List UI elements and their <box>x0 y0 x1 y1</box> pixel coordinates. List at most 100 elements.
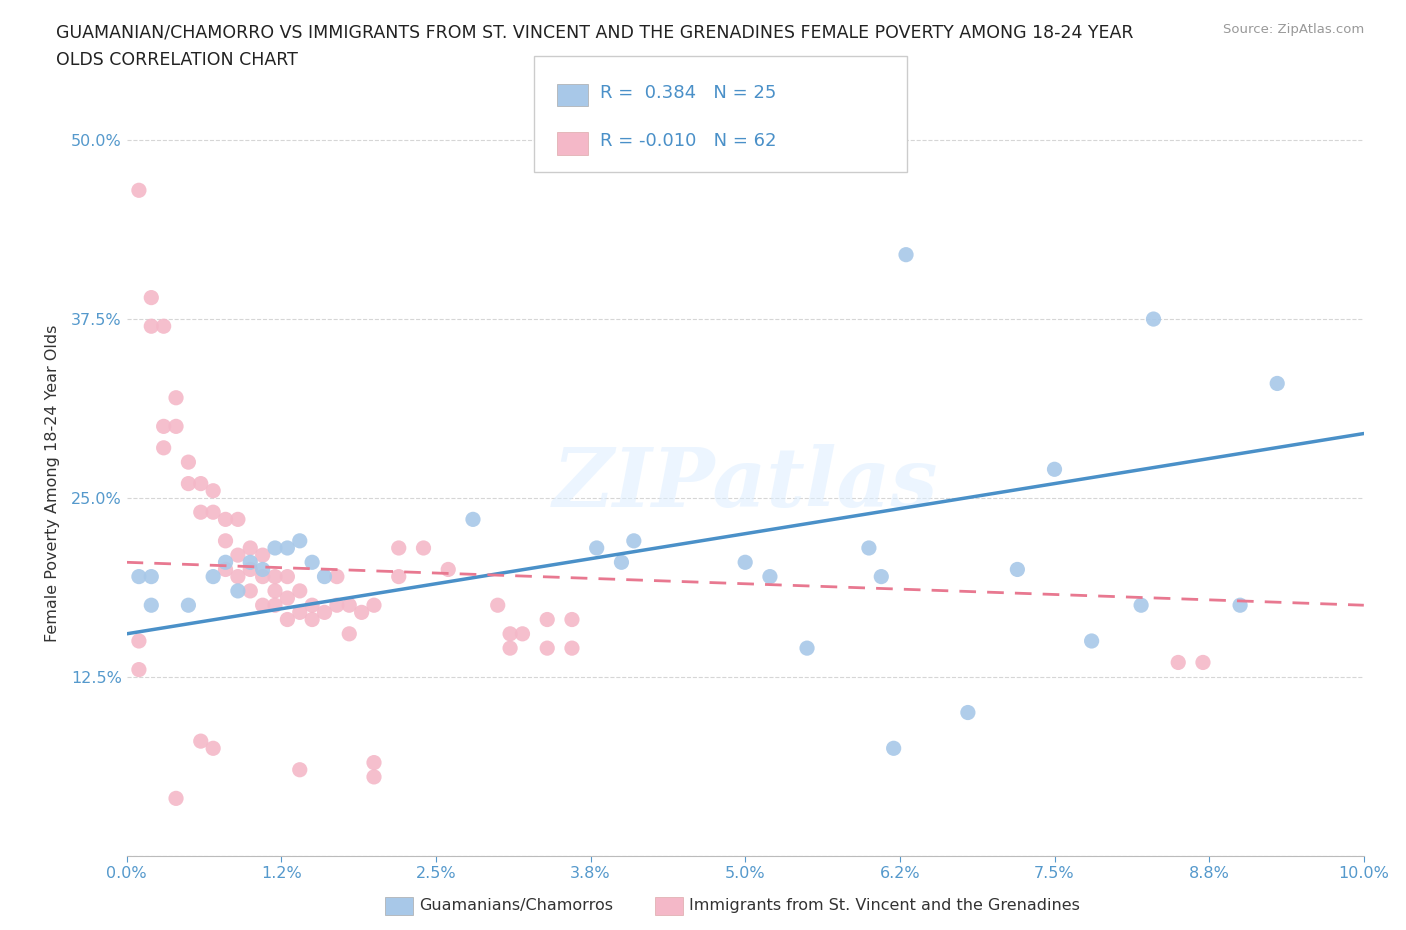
Point <box>190 476 212 491</box>
Y-axis label: Female Poverty Among 18-24 Year Olds: Female Poverty Among 18-24 Year Olds <box>45 325 59 643</box>
Point <box>128 183 150 198</box>
Point <box>226 583 249 598</box>
Text: Immigrants from St. Vincent and the Grenadines: Immigrants from St. Vincent and the Gren… <box>689 898 1080 913</box>
Point <box>1167 655 1189 670</box>
Point <box>252 569 274 584</box>
Point <box>252 598 274 613</box>
Point <box>883 741 905 756</box>
Point <box>536 612 558 627</box>
Point <box>314 569 336 584</box>
Point <box>326 598 349 613</box>
Point <box>1229 598 1251 613</box>
Point <box>314 604 336 619</box>
Point <box>437 562 460 577</box>
Point <box>128 662 150 677</box>
Point <box>350 604 373 619</box>
Point <box>128 569 150 584</box>
Point <box>128 633 150 648</box>
Point <box>214 512 236 526</box>
Point <box>141 319 163 334</box>
Point <box>894 247 917 262</box>
Point <box>152 441 174 456</box>
Point <box>1265 376 1288 391</box>
Point <box>585 540 607 555</box>
Text: Guamanians/Chamorros: Guamanians/Chamorros <box>419 898 613 913</box>
Point <box>202 505 225 520</box>
Point <box>165 790 187 805</box>
Point <box>1043 462 1066 477</box>
Point <box>214 534 236 549</box>
Point <box>1007 562 1029 577</box>
Text: R =  0.384   N = 25: R = 0.384 N = 25 <box>600 84 776 101</box>
Point <box>264 583 287 598</box>
Point <box>288 604 311 619</box>
Point <box>202 484 225 498</box>
Point <box>264 540 287 555</box>
Point <box>1192 655 1215 670</box>
Point <box>486 598 509 613</box>
Point <box>202 741 225 756</box>
Point <box>276 612 298 627</box>
Point <box>561 641 583 656</box>
Point <box>264 569 287 584</box>
Point <box>301 555 323 570</box>
Point <box>1080 633 1102 648</box>
Point <box>1142 312 1164 326</box>
Point <box>536 641 558 656</box>
Point <box>288 534 311 549</box>
Text: R = -0.010   N = 62: R = -0.010 N = 62 <box>600 132 778 150</box>
Point <box>337 598 360 613</box>
Point <box>202 569 225 584</box>
Point <box>252 548 274 563</box>
Point <box>177 476 200 491</box>
Point <box>152 319 174 334</box>
Point <box>499 627 522 642</box>
Point <box>226 548 249 563</box>
Point <box>759 569 782 584</box>
Point <box>226 512 249 526</box>
Point <box>276 591 298 605</box>
Point <box>610 555 633 570</box>
Point <box>499 641 522 656</box>
Point <box>1130 598 1153 613</box>
Point <box>388 540 411 555</box>
Point <box>623 534 645 549</box>
Point <box>796 641 818 656</box>
Point <box>276 540 298 555</box>
Point <box>190 734 212 749</box>
Point <box>165 418 187 433</box>
Point <box>239 583 262 598</box>
Point <box>214 562 236 577</box>
Point <box>264 598 287 613</box>
Point <box>858 540 880 555</box>
Point <box>141 569 163 584</box>
Point <box>141 598 163 613</box>
Point <box>252 562 274 577</box>
Point <box>152 418 174 433</box>
Point <box>326 569 349 584</box>
Point <box>734 555 756 570</box>
Point <box>239 562 262 577</box>
Point <box>214 555 236 570</box>
Point <box>165 391 187 405</box>
Point <box>337 627 360 642</box>
Point <box>226 569 249 584</box>
Text: GUAMANIAN/CHAMORRO VS IMMIGRANTS FROM ST. VINCENT AND THE GRENADINES FEMALE POVE: GUAMANIAN/CHAMORRO VS IMMIGRANTS FROM ST… <box>56 23 1133 41</box>
Point <box>388 569 411 584</box>
Point <box>561 612 583 627</box>
Point <box>412 540 434 555</box>
Point <box>301 612 323 627</box>
Text: Source: ZipAtlas.com: Source: ZipAtlas.com <box>1223 23 1364 36</box>
Point <box>461 512 484 526</box>
Point <box>190 505 212 520</box>
Point <box>363 755 385 770</box>
Point <box>288 583 311 598</box>
Point <box>177 598 200 613</box>
Text: OLDS CORRELATION CHART: OLDS CORRELATION CHART <box>56 51 298 69</box>
Point <box>141 290 163 305</box>
Point <box>239 555 262 570</box>
Point <box>363 769 385 784</box>
Point <box>870 569 893 584</box>
Point <box>301 598 323 613</box>
Point <box>363 598 385 613</box>
